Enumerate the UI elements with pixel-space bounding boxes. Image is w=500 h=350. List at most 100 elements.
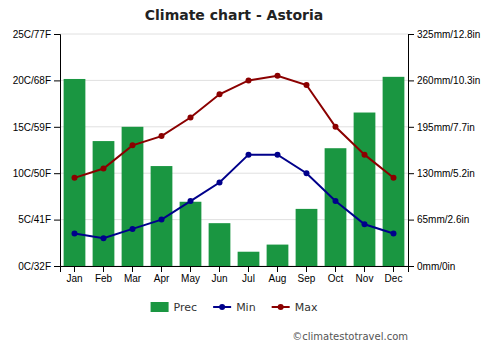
- tick-label: Sep: [298, 273, 316, 284]
- tick-label: Feb: [95, 273, 113, 284]
- marker: [275, 152, 281, 158]
- legend-swatch: [151, 302, 169, 312]
- legend-label: Prec: [174, 301, 198, 314]
- annotation: ©climatestotravel.com: [292, 331, 408, 342]
- marker: [391, 231, 397, 237]
- tick-mark: [54, 173, 60, 174]
- tick: Aug: [269, 266, 287, 284]
- tick-mark: [54, 80, 60, 81]
- tick: 25C/77F: [13, 29, 60, 40]
- tick-label: Nov: [356, 273, 374, 284]
- y2-axis: 0mm/0in65mm/2.6in130mm/5.2in195mm/7.7in2…: [408, 29, 480, 272]
- tick-label: 195mm/7.7in: [417, 122, 475, 133]
- tick: Jan: [66, 266, 82, 284]
- marker: [391, 175, 397, 181]
- tick-label: 20C/68F: [13, 75, 51, 86]
- marker: [246, 152, 252, 158]
- tick: 0mm/0in: [408, 261, 455, 272]
- marker: [304, 170, 310, 176]
- grid-line: [60, 34, 408, 35]
- tick-mark: [306, 266, 307, 272]
- legend-label: Max: [295, 301, 318, 314]
- tick-mark: [335, 266, 336, 272]
- tick: Oct: [328, 266, 344, 284]
- tick-mark: [54, 266, 60, 267]
- marker: [159, 133, 165, 139]
- marker: [217, 91, 223, 97]
- tick: Feb: [95, 266, 113, 284]
- tick: Nov: [356, 266, 374, 284]
- tick-mark: [408, 80, 414, 81]
- axis-line: [409, 35, 415, 267]
- tick-label: Jun: [211, 273, 227, 284]
- axis-line: [61, 267, 409, 273]
- tick-mark: [408, 266, 414, 267]
- legend-item: Min: [213, 301, 256, 314]
- tick-mark: [219, 266, 220, 272]
- tick-mark: [54, 127, 60, 128]
- tick-label: 130mm/5.2in: [417, 168, 475, 179]
- bar: [209, 223, 231, 266]
- legend: Prec Min Max: [151, 301, 318, 314]
- title: Climate chart - Astoria: [145, 7, 323, 23]
- bar: [296, 209, 318, 266]
- grid-line: [60, 80, 408, 81]
- marker: [130, 142, 136, 148]
- tick-label: 0C/32F: [18, 261, 51, 272]
- marker: [72, 231, 78, 237]
- tick-mark: [408, 220, 414, 221]
- marker: [130, 226, 136, 232]
- marker: [101, 166, 107, 172]
- tick: 10C/50F: [13, 168, 60, 179]
- legend-marker: [278, 304, 284, 310]
- marker: [362, 221, 368, 227]
- plot-area: JanFebMarAprMayJunJulAugSepOctNovDec0C/3…: [13, 29, 481, 284]
- bar-series: [64, 77, 405, 266]
- tick-label: 260mm/10.3in: [417, 75, 480, 86]
- tick: Jun: [211, 266, 227, 284]
- marker: [304, 82, 310, 88]
- tick-mark: [103, 266, 104, 272]
- marker: [101, 235, 107, 241]
- marker: [188, 198, 194, 204]
- tick: 5C/41F: [18, 214, 60, 225]
- tick-mark: [54, 34, 60, 35]
- line: [75, 76, 394, 178]
- tick-mark: [393, 266, 394, 272]
- tick: 15C/59F: [13, 122, 60, 133]
- marker: [159, 217, 165, 223]
- legend-marker: [219, 304, 225, 310]
- tick: Jul: [242, 266, 255, 284]
- markers: [72, 73, 397, 181]
- tick-mark: [248, 266, 249, 272]
- tick-label: May: [181, 273, 200, 284]
- tick-label: Oct: [328, 273, 344, 284]
- tick-mark: [54, 220, 60, 221]
- bar: [64, 79, 86, 266]
- tick: 0C/32F: [18, 261, 60, 272]
- marks: [64, 73, 405, 266]
- bar: [93, 141, 115, 266]
- legend-item: Max: [272, 301, 318, 314]
- legend-item: Prec: [151, 301, 198, 314]
- marker: [333, 124, 339, 130]
- tick-label: 10C/50F: [13, 168, 51, 179]
- marker: [246, 77, 252, 83]
- tick-label: 325mm/12.8in: [417, 29, 480, 40]
- x-axis: JanFebMarAprMayJunJulAugSepOctNovDec: [61, 266, 409, 284]
- tick-mark: [408, 34, 414, 35]
- tick-mark: [161, 266, 162, 272]
- tick-mark: [408, 173, 414, 174]
- tick-mark: [277, 266, 278, 272]
- y-axis: 0C/32F 5C/41F 10C/50F 15C/59F 20C/68F 25C/77F: [13, 29, 61, 272]
- tick: 20C/68F: [13, 75, 60, 86]
- marker: [188, 115, 194, 121]
- tick-label: Jul: [242, 273, 255, 284]
- tick-label: 15C/59F: [13, 122, 51, 133]
- marker: [275, 73, 281, 79]
- tick: Sep: [298, 266, 316, 284]
- bar: [238, 252, 260, 266]
- marker: [362, 152, 368, 158]
- tick: Dec: [385, 266, 403, 284]
- tick-mark: [74, 266, 75, 272]
